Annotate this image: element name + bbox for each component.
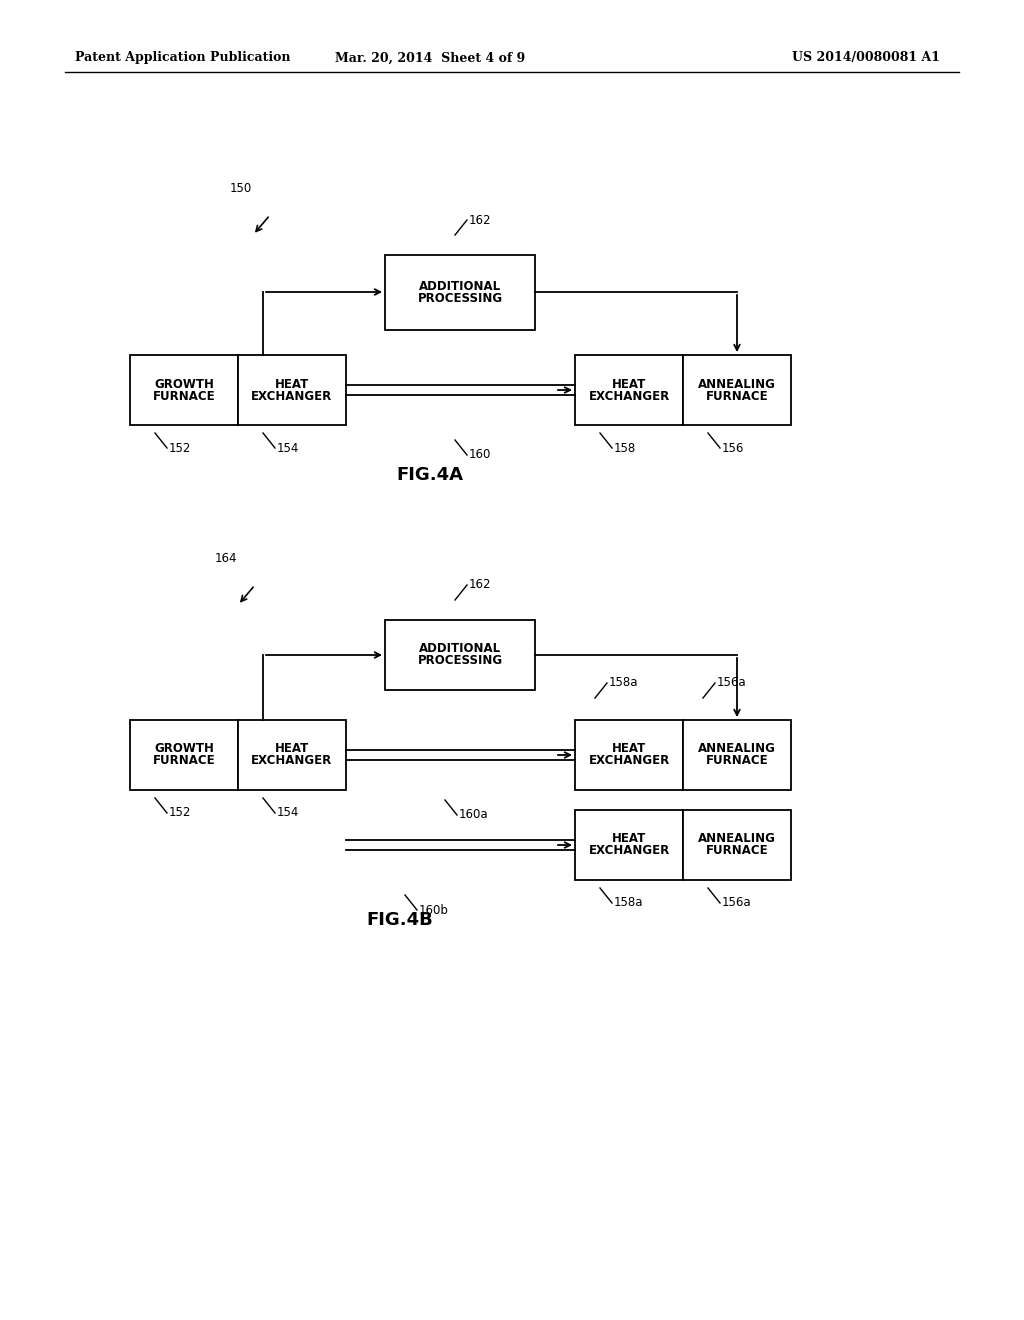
Text: 162: 162 <box>469 578 492 591</box>
Text: ANNEALING: ANNEALING <box>698 833 776 846</box>
Text: 152: 152 <box>169 807 191 820</box>
Text: GROWTH: GROWTH <box>154 742 214 755</box>
Text: 152: 152 <box>169 441 191 454</box>
Text: HEAT: HEAT <box>612 833 646 846</box>
Text: HEAT: HEAT <box>274 378 309 391</box>
Text: EXCHANGER: EXCHANGER <box>251 755 333 767</box>
Bar <box>385 255 535 330</box>
Text: EXCHANGER: EXCHANGER <box>589 389 670 403</box>
Text: ANNEALING: ANNEALING <box>698 742 776 755</box>
Text: EXCHANGER: EXCHANGER <box>589 755 670 767</box>
Text: FIG.4A: FIG.4A <box>396 466 464 484</box>
Text: FURNACE: FURNACE <box>706 845 768 858</box>
Text: 164: 164 <box>215 552 238 565</box>
Text: 160: 160 <box>469 449 492 462</box>
Text: Patent Application Publication: Patent Application Publication <box>75 51 291 65</box>
Text: ANNEALING: ANNEALING <box>698 378 776 391</box>
Text: HEAT: HEAT <box>612 742 646 755</box>
Text: Mar. 20, 2014  Sheet 4 of 9: Mar. 20, 2014 Sheet 4 of 9 <box>335 51 525 65</box>
Bar <box>130 719 238 789</box>
Text: 158a: 158a <box>614 896 643 909</box>
Bar <box>385 620 535 690</box>
Bar <box>238 355 346 425</box>
Text: 156a: 156a <box>717 676 746 689</box>
Text: EXCHANGER: EXCHANGER <box>251 389 333 403</box>
Bar <box>683 719 791 789</box>
Bar <box>575 355 683 425</box>
Bar <box>238 719 346 789</box>
Text: EXCHANGER: EXCHANGER <box>589 845 670 858</box>
Bar <box>575 810 683 880</box>
Bar <box>683 810 791 880</box>
Text: 156a: 156a <box>722 896 752 909</box>
Text: US 2014/0080081 A1: US 2014/0080081 A1 <box>792 51 940 65</box>
Text: 156: 156 <box>722 441 744 454</box>
Bar <box>575 719 683 789</box>
Text: 154: 154 <box>278 807 299 820</box>
Text: GROWTH: GROWTH <box>154 378 214 391</box>
Text: FIG.4B: FIG.4B <box>367 911 433 929</box>
Text: FURNACE: FURNACE <box>153 389 215 403</box>
Text: HEAT: HEAT <box>612 378 646 391</box>
Text: PROCESSING: PROCESSING <box>418 292 503 305</box>
Text: ADDITIONAL: ADDITIONAL <box>419 280 501 293</box>
Text: HEAT: HEAT <box>274 742 309 755</box>
Text: 160b: 160b <box>419 903 449 916</box>
Text: 150: 150 <box>230 182 252 195</box>
Text: FURNACE: FURNACE <box>706 389 768 403</box>
Bar <box>130 355 238 425</box>
Text: 154: 154 <box>278 441 299 454</box>
Bar <box>683 355 791 425</box>
Text: FURNACE: FURNACE <box>153 755 215 767</box>
Text: 160a: 160a <box>459 808 488 821</box>
Text: ADDITIONAL: ADDITIONAL <box>419 643 501 656</box>
Text: PROCESSING: PROCESSING <box>418 655 503 668</box>
Text: FURNACE: FURNACE <box>706 755 768 767</box>
Text: 158: 158 <box>614 441 636 454</box>
Text: 162: 162 <box>469 214 492 227</box>
Text: 158a: 158a <box>609 676 639 689</box>
